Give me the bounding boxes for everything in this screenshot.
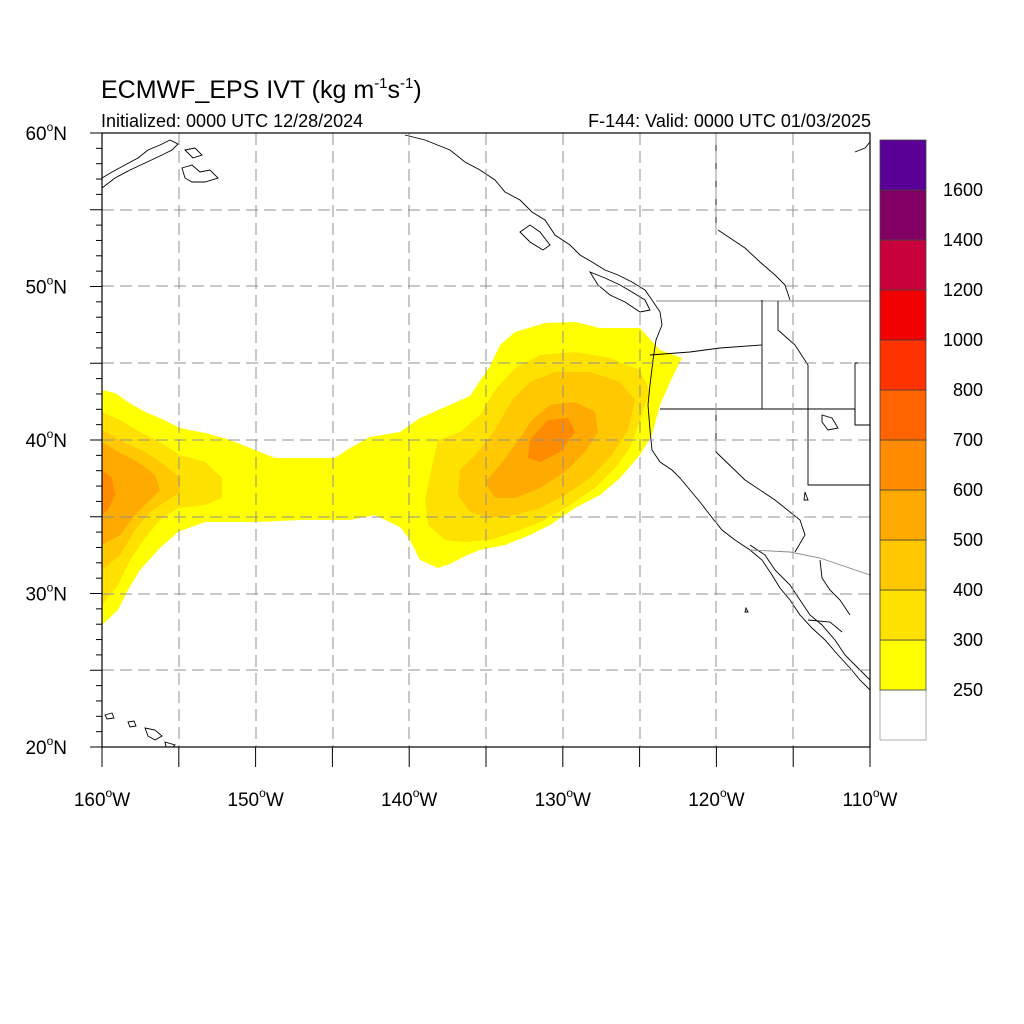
colorbar-box	[879, 489, 927, 541]
colorbar-label: 700	[953, 430, 983, 450]
ivt-shading	[102, 322, 682, 625]
y-axis-labels: 60oN 50oN 40oN 30oN 20oN	[25, 120, 67, 759]
colorbar-label: 1600	[943, 180, 983, 200]
x-tick-label: 140oW	[381, 786, 437, 811]
valid-time: F-144: Valid: 0000 UTC 01/03/2025	[588, 111, 871, 131]
colorbar-label: 300	[953, 630, 983, 650]
axis-ticks	[90, 132, 871, 767]
map-title: ECMWF_EPS IVT (kg m-1s-1)	[101, 75, 422, 104]
x-axis-labels: 160oW 150oW 140oW 130oW 120oW 110oW	[74, 786, 898, 811]
x-tick-label: 110oW	[843, 786, 898, 811]
colorbar-box	[879, 289, 927, 341]
colorbar-box	[879, 139, 927, 191]
colorbar-box	[879, 539, 927, 591]
colorbar-box	[879, 189, 927, 241]
colorbar-box	[879, 589, 927, 641]
y-tick-label: 40oN	[25, 427, 67, 452]
ivt-contour-400	[102, 372, 635, 570]
gridlines	[102, 133, 870, 747]
x-tick-label: 120oW	[688, 786, 744, 811]
colorbar-label: 600	[953, 480, 983, 500]
colorbar-label: 250	[953, 680, 983, 700]
colorbar-label: 500	[953, 530, 983, 550]
colorbar-box	[879, 639, 927, 691]
colorbar-box	[879, 239, 927, 291]
y-tick-label: 20oN	[25, 734, 67, 759]
coastlines	[102, 134, 870, 747]
colorbar-label: 1400	[943, 230, 983, 250]
colorbar-label: 1000	[943, 330, 983, 350]
colorbar-label: 800	[953, 380, 983, 400]
x-tick-label: 130oW	[535, 786, 591, 811]
x-tick-label: 150oW	[227, 786, 283, 811]
y-tick-label: 60oN	[25, 120, 67, 145]
colorbar-box	[879, 439, 927, 491]
y-tick-label: 50oN	[25, 274, 67, 299]
political-borders	[649, 133, 870, 633]
colorbar-box	[879, 689, 927, 741]
ivt-contour-500	[102, 402, 598, 545]
colorbar-label: 1200	[943, 280, 983, 300]
y-tick-label: 30oN	[25, 581, 67, 606]
colorbar-box	[879, 389, 927, 441]
initialized-time: Initialized: 0000 UTC 12/28/2024	[101, 111, 363, 131]
colorbar-box	[879, 339, 927, 391]
x-tick-label: 160oW	[74, 786, 130, 811]
colorbar-label: 400	[953, 580, 983, 600]
ivt-colorbar: 250 300 400 500 600 700 800 1000 1200 1400 1600	[879, 139, 983, 741]
